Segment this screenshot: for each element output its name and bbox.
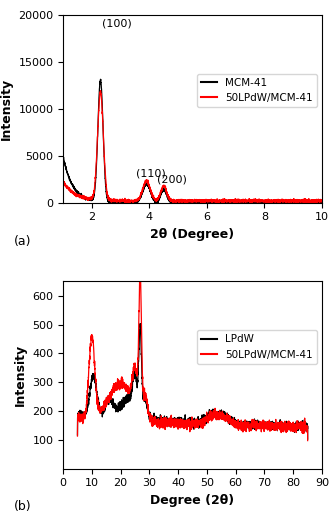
50LPdW/MCM-41: [299, 426, 303, 433]
50LPdW/MCM-41: [91, 195, 95, 201]
50LPdW/MCM-41: [287, 422, 291, 428]
LPdW: [172, 419, 176, 425]
MCM-41: [91, 196, 95, 202]
MCM-41: [161, 188, 165, 194]
Line: LPdW: LPdW: [77, 323, 308, 439]
X-axis label: Degree (2θ): Degree (2θ): [150, 494, 235, 507]
50LPdW/MCM-41: [138, 266, 142, 272]
LPdW: [306, 436, 310, 442]
Line: MCM-41: MCM-41: [63, 79, 322, 203]
Line: 50LPdW/MCM-41: 50LPdW/MCM-41: [63, 91, 322, 203]
50LPdW/MCM-41: [174, 417, 178, 423]
50LPdW/MCM-41: [99, 88, 103, 94]
Legend: LPdW, 50LPdW/MCM-41: LPdW, 50LPdW/MCM-41: [197, 330, 317, 364]
50LPdW/MCM-41: [306, 438, 310, 444]
50LPdW/MCM-41: [172, 199, 176, 205]
Text: (100): (100): [102, 19, 132, 28]
Y-axis label: Intensity: Intensity: [0, 78, 13, 140]
50LPdW/MCM-41: [75, 433, 79, 439]
Text: (a): (a): [14, 234, 32, 248]
50LPdW/MCM-41: [243, 426, 247, 433]
LPdW: [174, 417, 178, 423]
MCM-41: [61, 152, 65, 159]
Text: (110): (110): [136, 168, 166, 178]
50LPdW/MCM-41: [172, 419, 176, 425]
Line: 50LPdW/MCM-41: 50LPdW/MCM-41: [77, 269, 308, 441]
LPdW: [299, 424, 303, 430]
Text: (b): (b): [14, 501, 32, 513]
LPdW: [185, 422, 189, 428]
MCM-41: [108, 200, 112, 206]
Legend: MCM-41, 50LPdW/MCM-41: MCM-41, 50LPdW/MCM-41: [197, 74, 317, 107]
Text: (200): (200): [157, 175, 187, 184]
X-axis label: 2θ (Degree): 2θ (Degree): [150, 228, 235, 241]
MCM-41: [320, 200, 324, 206]
50LPdW/MCM-41: [185, 424, 189, 431]
50LPdW/MCM-41: [315, 198, 319, 204]
50LPdW/MCM-41: [201, 200, 205, 206]
50LPdW/MCM-41: [160, 183, 164, 190]
50LPdW/MCM-41: [61, 180, 65, 186]
MCM-41: [99, 76, 103, 82]
LPdW: [138, 320, 142, 327]
MCM-41: [106, 197, 110, 203]
MCM-41: [315, 199, 319, 205]
50LPdW/MCM-41: [287, 198, 291, 204]
LPdW: [287, 421, 291, 427]
50LPdW/MCM-41: [320, 199, 324, 205]
LPdW: [243, 423, 247, 430]
MCM-41: [172, 199, 176, 205]
Y-axis label: Intensity: Intensity: [14, 344, 27, 406]
50LPdW/MCM-41: [106, 196, 110, 202]
LPdW: [75, 432, 79, 438]
MCM-41: [287, 199, 291, 205]
